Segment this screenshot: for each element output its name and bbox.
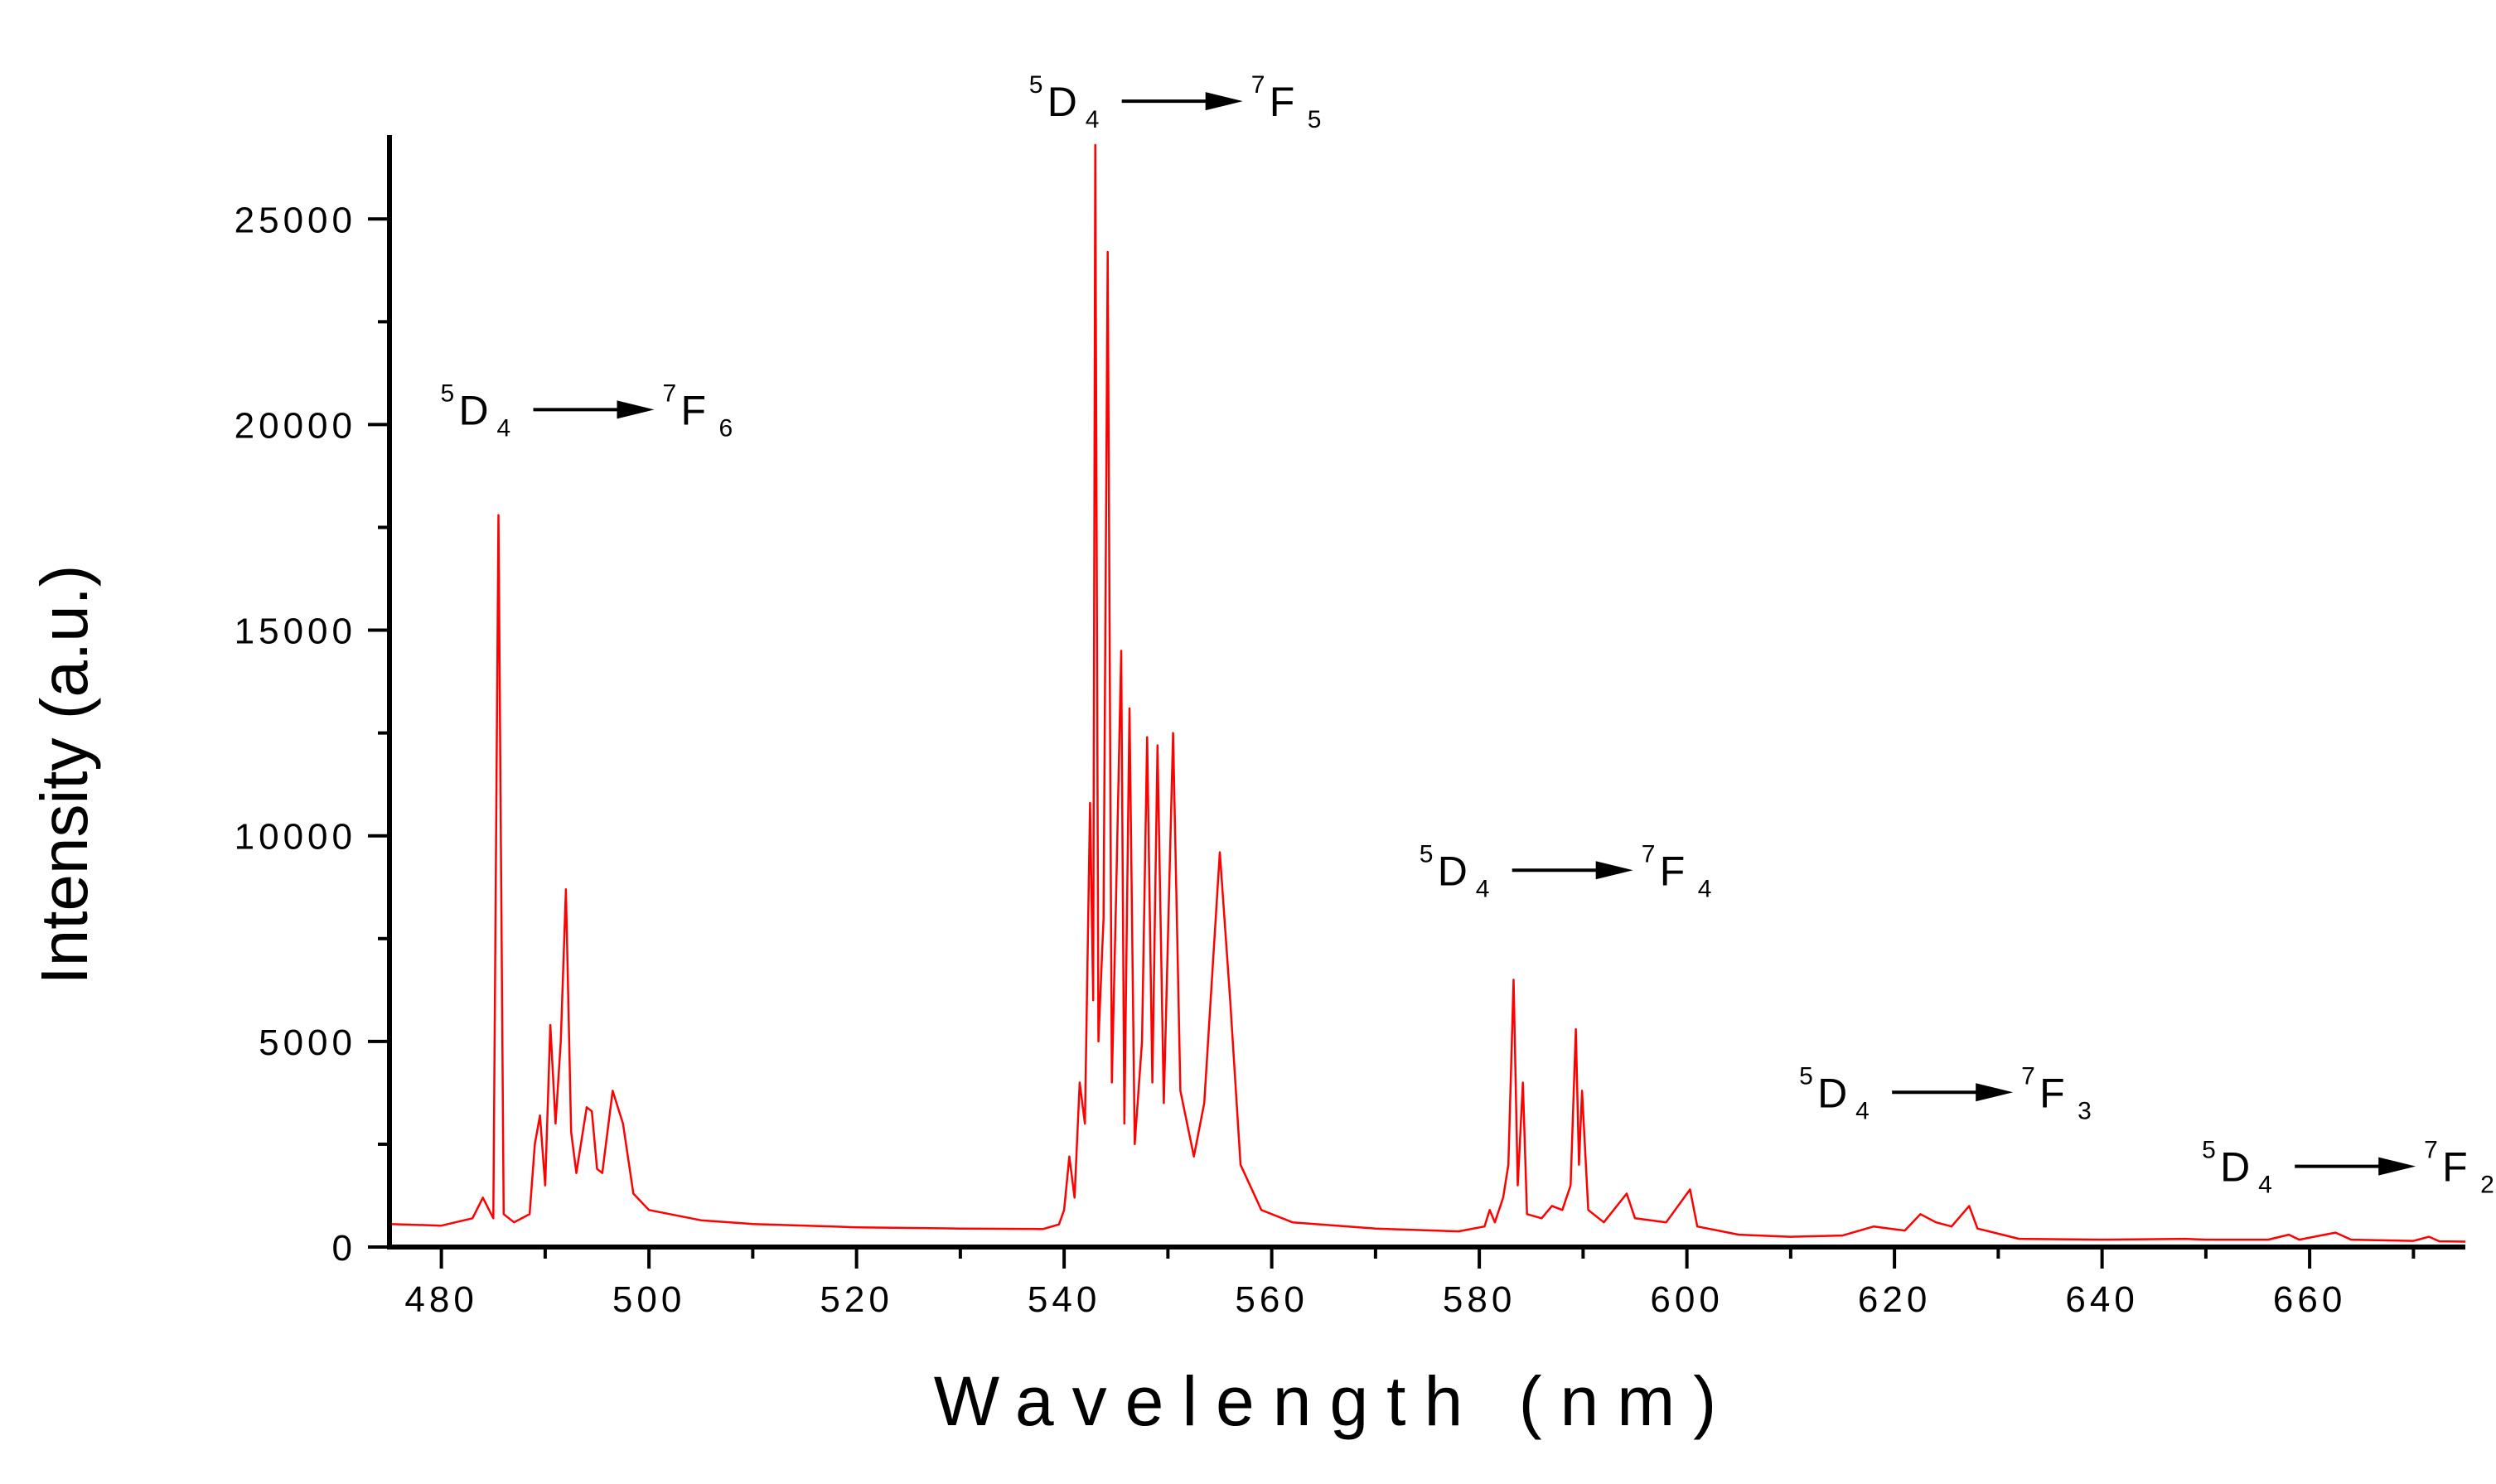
annotation-upper-term: D xyxy=(1047,79,1077,125)
y-tick-label: 10000 xyxy=(235,817,356,858)
y-tick-label: 5000 xyxy=(259,1022,356,1063)
transition-annotation: 5 D 4 7 F 6 xyxy=(441,379,733,442)
axes xyxy=(387,135,2465,1250)
annotation-upper-multiplicity: 5 xyxy=(1799,1062,1813,1090)
annotation-lower-j: 6 xyxy=(719,414,733,442)
x-tick-label: 520 xyxy=(820,1279,892,1320)
transition-annotation: 5 D 47 F 5 xyxy=(1029,71,1322,133)
x-tick-label: 480 xyxy=(404,1279,477,1320)
annotation-lower-term: F xyxy=(1660,848,1686,894)
annotation-upper-j: 4 xyxy=(1855,1097,1870,1124)
annotation-lower-multiplicity: 7 xyxy=(2424,1137,2438,1164)
annotation-upper-j: 4 xyxy=(2258,1172,2272,1199)
spectrum-series-line xyxy=(389,143,2466,1243)
annotation-upper-j: 4 xyxy=(497,414,511,442)
x-axis-title: Wavelength (nm) xyxy=(934,1362,1734,1440)
x-tick-label: 500 xyxy=(612,1279,685,1320)
annotation-lower-j: 3 xyxy=(2078,1097,2092,1124)
y-tick-label: 15000 xyxy=(235,611,356,652)
annotation-upper-term: D xyxy=(459,387,489,433)
annotation-arrowhead xyxy=(1976,1083,2014,1102)
x-tick-label: 640 xyxy=(2065,1279,2138,1320)
annotation-lower-multiplicity: 7 xyxy=(2021,1062,2035,1090)
annotation-lower-multiplicity: 7 xyxy=(663,379,677,407)
annotation-lower-j: 2 xyxy=(2480,1172,2494,1199)
transition-annotations: 5 D 47 F 65 D 47 F 55 D 47 F 45 D 47 F 35 D 47 F 2 xyxy=(441,71,2494,1198)
annotation-arrowhead xyxy=(1595,861,1633,880)
annotation-lower-multiplicity: 7 xyxy=(1642,840,1656,868)
annotation-upper-term: D xyxy=(2220,1144,2250,1191)
annotation-arrowhead xyxy=(617,400,655,419)
annotation-arrowhead xyxy=(1205,92,1243,111)
x-tick-label: 580 xyxy=(1443,1279,1516,1320)
y-tick-label: 25000 xyxy=(235,200,356,240)
annotation-lower-term: F xyxy=(1270,79,1295,125)
x-tick-label: 540 xyxy=(1028,1279,1100,1320)
annotation-upper-j: 4 xyxy=(1476,875,1490,902)
annotation-upper-j: 4 xyxy=(1086,106,1100,133)
annotation-upper-term: D xyxy=(1817,1070,1847,1116)
transition-annotation: 5 D 4 7 F 3 xyxy=(1799,1062,2092,1124)
spectrum-line-layer xyxy=(389,143,2466,1243)
annotation-upper-multiplicity: 5 xyxy=(441,379,455,407)
annotation-upper-multiplicity: 5 xyxy=(1420,840,1434,868)
y-tick-label: 20000 xyxy=(235,405,356,446)
annotation-lower-multiplicity: 7 xyxy=(1251,71,1265,99)
annotation-lower-j: 5 xyxy=(1308,106,1322,133)
annotation-upper-term: D xyxy=(1438,848,1468,894)
annotation-lower-j: 4 xyxy=(1698,875,1712,902)
x-tick-label: 660 xyxy=(2273,1279,2346,1320)
x-axis-ticks: 480 500 520 540 560 580 600 620 640 660 xyxy=(404,1247,2416,1320)
y-axis-ticks: 0 5000 10000 15000 20000 25000 xyxy=(235,200,389,1269)
annotation-lower-term: F xyxy=(2442,1144,2468,1191)
annotation-lower-term: F xyxy=(2039,1070,2065,1116)
x-tick-label: 560 xyxy=(1235,1279,1308,1320)
x-tick-label: 600 xyxy=(1650,1279,1723,1320)
annotation-upper-multiplicity: 5 xyxy=(1029,71,1043,99)
transition-annotation: 5 D 4 7 F 2 xyxy=(2202,1137,2494,1199)
annotation-arrowhead xyxy=(2378,1157,2416,1176)
y-tick-label: 0 xyxy=(332,1228,356,1269)
y-axis-title: Intensity (a.u.) xyxy=(27,565,101,985)
transition-annotation: 5 D 47 F 4 xyxy=(1420,840,1712,902)
annotation-upper-multiplicity: 5 xyxy=(2202,1137,2216,1164)
annotation-lower-term: F xyxy=(681,387,707,433)
x-tick-label: 620 xyxy=(1858,1279,1931,1320)
